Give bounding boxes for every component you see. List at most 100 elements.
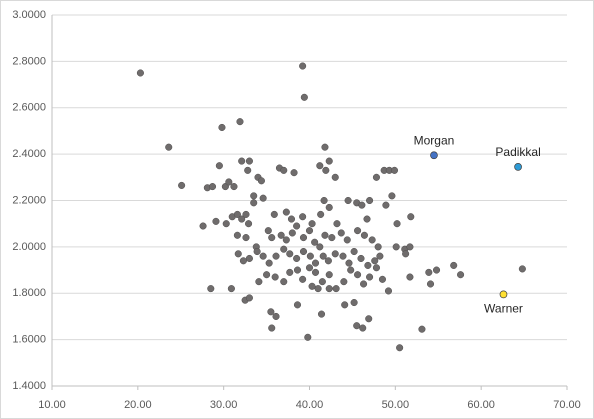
point bbox=[392, 243, 400, 251]
point bbox=[293, 222, 301, 230]
point bbox=[322, 166, 330, 174]
point bbox=[333, 220, 341, 228]
y-tick-label: 1.6000 bbox=[12, 334, 46, 346]
highlight-point bbox=[430, 151, 438, 160]
point bbox=[215, 162, 223, 170]
point bbox=[242, 210, 250, 218]
y-tick-label: 2.2000 bbox=[12, 194, 46, 206]
point bbox=[271, 273, 279, 281]
point bbox=[425, 268, 433, 276]
point bbox=[233, 210, 241, 218]
point bbox=[359, 324, 367, 332]
point bbox=[305, 227, 314, 235]
point bbox=[244, 166, 252, 174]
point bbox=[343, 236, 351, 244]
point bbox=[331, 173, 339, 181]
y-tick-label: 2.4000 bbox=[12, 148, 46, 160]
point bbox=[331, 250, 339, 258]
point bbox=[390, 166, 399, 174]
point bbox=[245, 294, 253, 302]
point bbox=[272, 312, 280, 320]
point bbox=[316, 162, 324, 170]
point bbox=[286, 268, 294, 276]
y-tick-label: 1.4000 bbox=[12, 380, 46, 392]
highlight-point bbox=[514, 163, 522, 171]
annotation: Padikkal bbox=[495, 145, 540, 159]
y-tick-label: 2.0000 bbox=[12, 241, 46, 253]
point bbox=[382, 201, 390, 209]
point bbox=[360, 231, 368, 239]
point bbox=[199, 222, 207, 230]
point bbox=[363, 215, 371, 223]
point bbox=[245, 157, 253, 165]
point bbox=[374, 243, 382, 251]
point bbox=[178, 181, 186, 189]
point bbox=[268, 234, 276, 242]
point bbox=[450, 261, 458, 269]
point bbox=[293, 266, 302, 274]
point bbox=[264, 227, 272, 235]
point bbox=[280, 166, 288, 174]
point bbox=[304, 333, 312, 341]
annotation: Morgan bbox=[414, 133, 455, 147]
x-tick-label: 20.00 bbox=[124, 399, 152, 411]
point bbox=[287, 215, 296, 223]
point bbox=[332, 285, 340, 293]
point bbox=[306, 252, 314, 260]
point bbox=[238, 157, 246, 165]
point bbox=[136, 69, 144, 77]
point bbox=[358, 201, 366, 209]
point bbox=[316, 243, 324, 251]
point bbox=[426, 280, 435, 288]
x-tick-label: 10.00 bbox=[38, 399, 66, 411]
point bbox=[325, 203, 333, 212]
point bbox=[393, 220, 401, 228]
point bbox=[311, 259, 320, 267]
point bbox=[308, 220, 316, 228]
point bbox=[245, 254, 253, 263]
point bbox=[324, 257, 332, 265]
point bbox=[259, 252, 267, 260]
y-tick-label: 1.8000 bbox=[12, 287, 46, 299]
point bbox=[317, 210, 325, 218]
point bbox=[277, 231, 285, 239]
point bbox=[319, 252, 327, 260]
point bbox=[360, 280, 368, 288]
point bbox=[328, 234, 336, 242]
point bbox=[245, 220, 253, 228]
point bbox=[354, 271, 362, 279]
point bbox=[325, 285, 333, 293]
point bbox=[250, 199, 258, 207]
y-tick-label: 2.6000 bbox=[12, 102, 46, 114]
point bbox=[344, 196, 352, 205]
x-tick-label: 50.00 bbox=[382, 399, 410, 411]
point bbox=[242, 234, 250, 242]
point bbox=[407, 213, 415, 221]
point bbox=[230, 183, 238, 191]
point bbox=[299, 247, 308, 256]
point bbox=[222, 220, 230, 228]
point bbox=[299, 62, 307, 70]
point bbox=[305, 264, 314, 272]
point bbox=[282, 208, 290, 216]
point bbox=[406, 243, 414, 251]
point bbox=[372, 173, 381, 181]
point bbox=[365, 315, 373, 323]
y-tick-label: 3.0000 bbox=[12, 9, 46, 21]
point bbox=[388, 192, 396, 200]
point bbox=[286, 250, 294, 258]
point bbox=[270, 210, 278, 218]
point bbox=[259, 194, 267, 202]
x-tick-label: 70.00 bbox=[553, 399, 581, 411]
point bbox=[253, 247, 261, 256]
point bbox=[299, 234, 308, 242]
point bbox=[321, 143, 329, 151]
point bbox=[317, 310, 326, 318]
point bbox=[233, 231, 241, 239]
point bbox=[341, 301, 349, 309]
x-tick-label: 40.00 bbox=[296, 399, 324, 411]
point bbox=[345, 259, 353, 267]
point bbox=[372, 264, 381, 272]
point bbox=[325, 271, 333, 279]
